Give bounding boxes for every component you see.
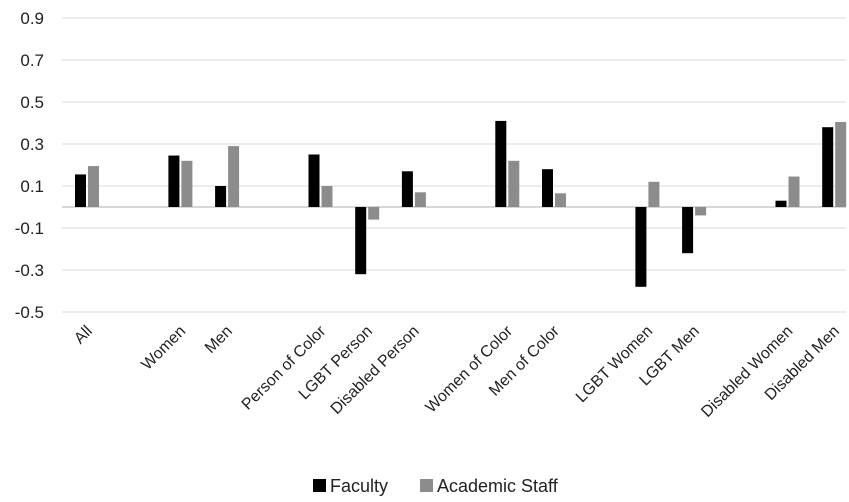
bar-academic-staff: [88, 166, 99, 207]
bar-faculty: [75, 174, 86, 207]
bar-faculty: [355, 207, 367, 275]
bar-academic-staff: [228, 146, 240, 207]
y-tick-label: -0.3: [15, 261, 44, 280]
y-axis-tick-labels: -0.5 -0.3 -0.1 0.1 0.3 0.5 0.7 0.9: [15, 9, 44, 322]
bars: [75, 120, 847, 287]
x-category-label: Person of Color: [239, 322, 330, 413]
bar-faculty: [308, 154, 320, 207]
legend: Faculty Academic Staff: [313, 476, 559, 496]
bar-faculty: [401, 171, 413, 207]
bar-academic-staff: [695, 207, 707, 216]
bar-faculty: [635, 207, 647, 287]
legend-swatch-faculty: [313, 479, 326, 492]
legend-label-faculty: Faculty: [330, 476, 388, 496]
x-category-label: Women of Color: [423, 322, 517, 416]
x-category-label: Disabled Person: [328, 323, 423, 418]
y-tick-label: -0.1: [15, 219, 44, 238]
bar-academic-staff: [368, 207, 380, 220]
x-category-label: All: [71, 323, 96, 348]
bar-academic-staff: [648, 181, 660, 207]
y-tick-label: 0.1: [20, 177, 44, 196]
bar-academic-staff: [414, 192, 426, 207]
y-tick-label: 0.7: [20, 51, 44, 70]
x-category-label: Men: [202, 323, 236, 357]
y-tick-label: 0.3: [20, 135, 44, 154]
bar-faculty: [542, 169, 553, 207]
legend-swatch-academic-staff: [420, 479, 433, 492]
bar-academic-staff: [788, 176, 800, 207]
bar-faculty: [682, 207, 694, 254]
gridlines: [62, 17, 846, 313]
x-category-label: LGBT Women: [573, 323, 656, 406]
bar-academic-staff: [508, 160, 520, 207]
bar-faculty: [775, 200, 787, 207]
x-category-label: Women: [138, 323, 189, 374]
bar-academic-staff: [835, 121, 847, 207]
bar-academic-staff: [555, 193, 566, 207]
y-tick-label: 0.9: [20, 9, 44, 28]
bar-academic-staff: [181, 160, 193, 207]
bar-faculty: [168, 155, 180, 207]
y-tick-label: 0.5: [20, 93, 44, 112]
legend-label-academic-staff: Academic Staff: [437, 476, 559, 496]
bar-faculty: [215, 186, 227, 207]
y-tick-label: -0.5: [15, 303, 44, 322]
bar-academic-staff: [321, 186, 333, 207]
bar-faculty: [822, 127, 834, 207]
bar-faculty: [495, 120, 507, 207]
